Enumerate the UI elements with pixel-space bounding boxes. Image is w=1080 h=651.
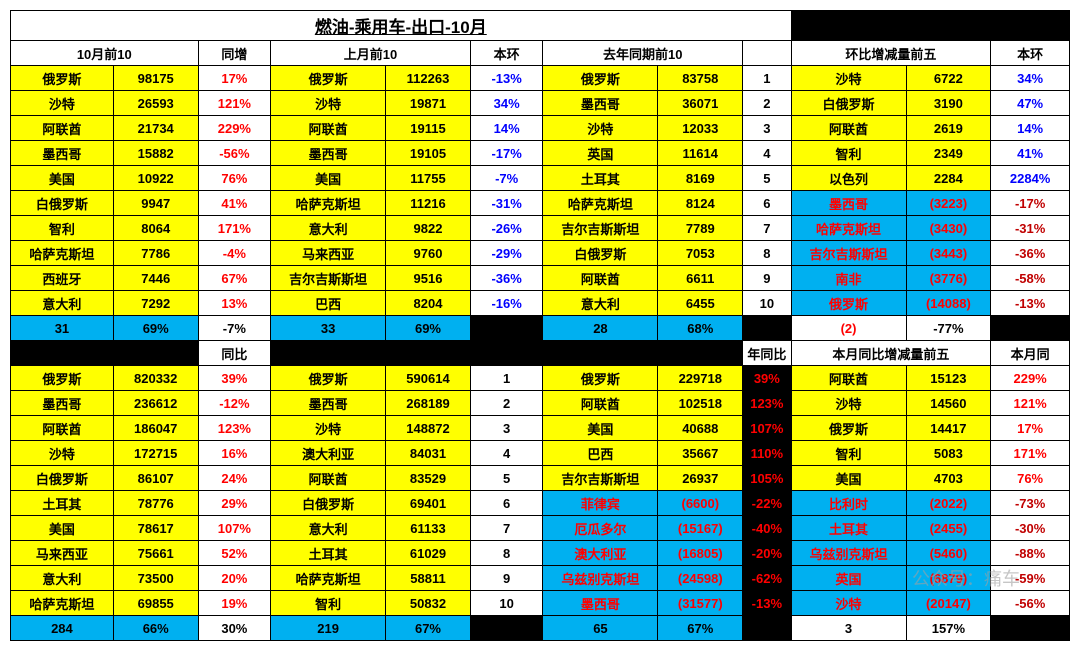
export-table: 燃油-乘用车-出口-10月 10月前10同增 上月前10本环 去年同期前10 环… (10, 10, 1070, 641)
